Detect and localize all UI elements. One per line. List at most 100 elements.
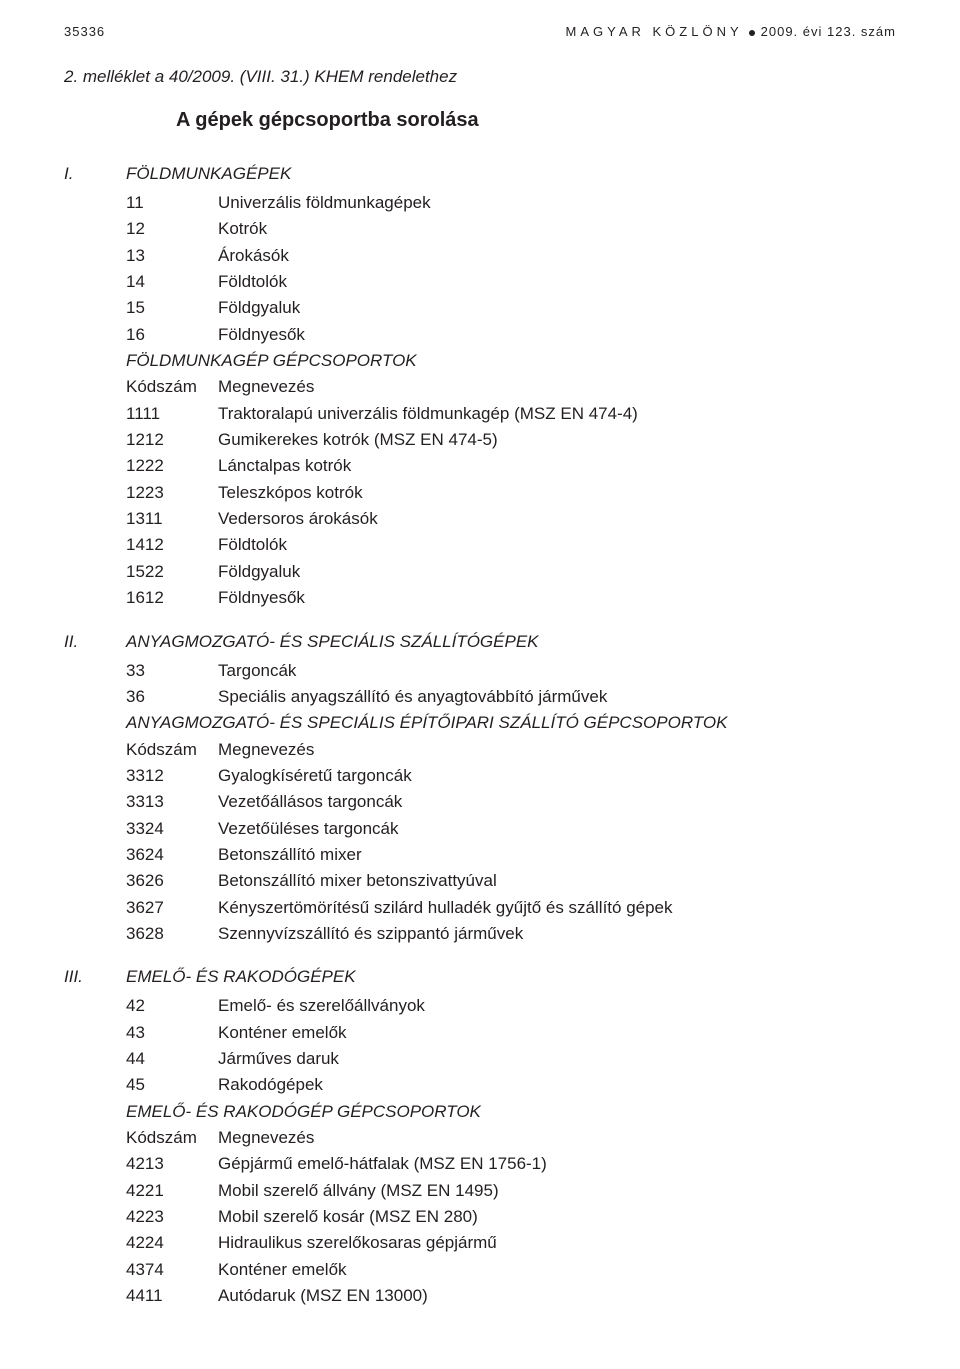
item-code: 36 [126,684,218,710]
item-name: Teleszkópos kotrók [218,480,363,506]
list-item: 3313Vezetőállásos targoncák [64,789,896,815]
list-item: 1223Teleszkópos kotrók [64,480,896,506]
item-code: 1222 [126,453,218,479]
list-item: 4213Gépjármű emelő-hátfalak (MSZ EN 1756… [64,1151,896,1177]
section-title: EMELŐ- ÉS RAKODÓGÉPEK [126,967,356,987]
item-name: Árokásók [218,243,289,269]
item-code: 4223 [126,1204,218,1230]
list-item: 3628Szennyvízszállító és szippantó jármű… [64,921,896,947]
item-name: Autódaruk (MSZ EN 13000) [218,1283,428,1309]
item-name: Szennyvízszállító és szippantó járművek [218,921,523,947]
item-code: 3626 [126,868,218,894]
item-code: 33 [126,658,218,684]
page-number: 35336 [64,24,105,39]
column-header: KódszámMegnevezés [64,374,896,400]
item-code: 12 [126,216,218,242]
list-item: 3312Gyalogkíséretű targoncák [64,763,896,789]
list-item: 1222Lánctalpas kotrók [64,453,896,479]
item-code: 45 [126,1072,218,1098]
running-header: 35336 MAGYAR KÖZLÖNY 2009. évi 123. szám [64,24,896,39]
item-name: Földgyaluk [218,295,300,321]
item-name: Földtolók [218,269,287,295]
list-item: 1111Traktoralapú univerzális földmunkagé… [64,401,896,427]
item-name: Mobil szerelő állvány (MSZ EN 1495) [218,1178,499,1204]
column-header-code: Kódszám [126,1125,218,1151]
item-code: 4374 [126,1257,218,1283]
list-item: 16Földnyesők [64,322,896,348]
item-code: 1111 [126,401,218,427]
item-name: Emelő- és szerelőállványok [218,993,425,1019]
item-code: 3324 [126,816,218,842]
item-code: 15 [126,295,218,321]
list-item: 4221Mobil szerelő állvány (MSZ EN 1495) [64,1178,896,1204]
item-code: 3628 [126,921,218,947]
item-code: 1522 [126,559,218,585]
attachment-line: 2. melléklet a 40/2009. (VIII. 31.) KHEM… [64,67,896,87]
item-name: Traktoralapú univerzális földmunkagép (M… [218,401,638,427]
item-code: 4411 [126,1283,218,1309]
list-item: 12Kotrók [64,216,896,242]
list-item: 3626Betonszállító mixer betonszivattyúva… [64,868,896,894]
list-item: 1612Földnyesők [64,585,896,611]
list-item: 3324Vezetőüléses targoncák [64,816,896,842]
item-name: Kényszertömörítésű szilárd hulladék gyűj… [218,895,673,921]
item-code: 1223 [126,480,218,506]
item-name: Kotrók [218,216,267,242]
item-name: Vezetőüléses targoncák [218,816,399,842]
list-item: 36Speciális anyagszállító és anyagtovább… [64,684,896,710]
list-item: 14Földtolók [64,269,896,295]
item-code: 3627 [126,895,218,921]
item-code: 1412 [126,532,218,558]
item-code: 3624 [126,842,218,868]
list-item: 1212Gumikerekes kotrók (MSZ EN 474-5) [64,427,896,453]
item-name: Betonszállító mixer [218,842,362,868]
list-item: 13Árokásók [64,243,896,269]
section-title: ANYAGMOZGATÓ- ÉS SPECIÁLIS SZÁLLÍTÓGÉPEK [126,632,539,652]
item-name: Hidraulikus szerelőkosaras gépjármű [218,1230,497,1256]
gazette-name: MAGYAR KÖZLÖNY [566,24,743,39]
item-code: 4213 [126,1151,218,1177]
subheading: FÖLDMUNKAGÉP GÉPCSOPORTOK [64,348,896,374]
item-name: Járműves daruk [218,1046,339,1072]
item-code: 42 [126,993,218,1019]
item-name: Földnyesők [218,322,305,348]
section-header: I.FÖLDMUNKAGÉPEK [64,164,896,184]
item-code: 4224 [126,1230,218,1256]
section-roman: II. [64,632,126,652]
section-header: II.ANYAGMOZGATÓ- ÉS SPECIÁLIS SZÁLLÍTÓGÉ… [64,632,896,652]
item-code: 3313 [126,789,218,815]
item-code: 13 [126,243,218,269]
document-title: A gépek gépcsoportba sorolása [176,109,896,132]
list-item: 15Földgyaluk [64,295,896,321]
item-name: Mobil szerelő kosár (MSZ EN 280) [218,1204,478,1230]
item-name: Rakodógépek [218,1072,323,1098]
list-item: 44Járműves daruk [64,1046,896,1072]
item-name: Speciális anyagszállító és anyagtovábbít… [218,684,607,710]
item-name: Vezetőállásos targoncák [218,789,402,815]
column-header: KódszámMegnevezés [64,737,896,763]
list-item: 33Targoncák [64,658,896,684]
item-name: Konténer emelők [218,1020,347,1046]
item-code: 1612 [126,585,218,611]
list-item: 11Univerzális földmunkagépek [64,190,896,216]
item-name: Földtolók [218,532,287,558]
bullet-icon [749,30,755,36]
section-roman: I. [64,164,126,184]
section-header: III.EMELŐ- ÉS RAKODÓGÉPEK [64,967,896,987]
column-header-code: Kódszám [126,374,218,400]
item-name: Lánctalpas kotrók [218,453,351,479]
section: III.EMELŐ- ÉS RAKODÓGÉPEK 42Emelő- és sze… [64,967,896,1309]
list-item: 1311Vedersoros árokásók [64,506,896,532]
column-header-code: Kódszám [126,737,218,763]
item-code: 1212 [126,427,218,453]
list-item: 3627Kényszertömörítésű szilárd hulladék … [64,895,896,921]
item-code: 44 [126,1046,218,1072]
column-header-name: Megnevezés [218,737,314,763]
item-code: 1311 [126,506,218,532]
item-code: 3312 [126,763,218,789]
item-code: 4221 [126,1178,218,1204]
list-item: 4411Autódaruk (MSZ EN 13000) [64,1283,896,1309]
item-name: Földnyesők [218,585,305,611]
subheading: EMELŐ- ÉS RAKODÓGÉP GÉPCSOPORTOK [64,1099,896,1125]
issue-info: 2009. évi 123. szám [761,24,896,39]
